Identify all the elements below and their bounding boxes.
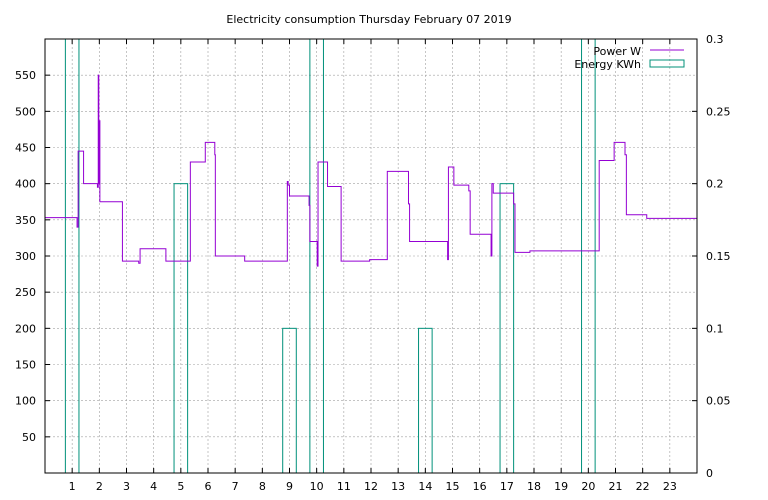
x-tick-label: 7 [232,480,239,493]
y-tick-label: 100 [15,395,36,408]
x-tick-label: 13 [391,480,405,493]
axis-ticks [45,38,697,474]
y2-tick-label: 0.15 [706,250,731,263]
x-tick-label: 5 [177,480,184,493]
y-tick-label: 400 [15,178,36,191]
y2-tick-label: 0.2 [706,178,724,191]
y-tick-label: 200 [15,322,36,335]
tick-labels: 1 2 3 4 5 6 7 8 9 10 11 12 13 14 15 16 17 18 19 20 21 22 23501… [15,33,731,493]
x-tick-label: 10 [310,480,324,493]
x-tick-label: 22 [636,480,650,493]
x-tick-label: 9 [286,480,293,493]
x-tick-label: 16 [473,480,487,493]
x-tick-label: 18 [527,480,541,493]
legend: Power W Energy KWh [574,45,685,71]
x-tick-label: 19 [554,480,568,493]
x-tick-label: 1 [69,480,76,493]
y-tick-label: 300 [15,250,36,263]
legend-label-power: Power W [593,45,641,58]
x-tick-label: 21 [609,480,623,493]
x-tick-label: 17 [500,480,514,493]
x-tick-label: 6 [205,480,212,493]
x-tick-label: 8 [259,480,266,493]
y-tick-label: 500 [15,105,36,118]
x-tick-label: 20 [581,480,595,493]
x-tick-label: 2 [96,480,103,493]
x-tick-label: 14 [418,480,432,493]
x-tick-label: 23 [663,480,677,493]
y-tick-label: 150 [15,359,36,372]
legend-label-energy: Energy KWh [574,58,641,71]
y-tick-label: 350 [15,214,36,227]
y-tick-label: 50 [22,431,36,444]
y2-tick-label: 0.05 [706,395,731,408]
grid [45,39,697,473]
y2-tick-label: 0.3 [706,33,724,46]
y2-tick-label: 0.1 [706,322,724,335]
power-w-series [45,74,697,267]
y-tick-label: 250 [15,286,36,299]
x-tick-label: 3 [123,480,130,493]
x-tick-label: 12 [364,480,378,493]
x-tick-label: 4 [150,480,157,493]
y-tick-label: 450 [15,142,36,155]
x-tick-label: 15 [446,480,460,493]
power-line [45,74,697,267]
legend-swatch-energy [649,59,685,68]
chart-title: Electricity consumption Thursday Februar… [226,13,511,26]
x-tick-label: 11 [337,480,351,493]
y-tick-label: 550 [15,69,36,82]
y2-tick-label: 0 [706,467,713,480]
y2-tick-label: 0.25 [706,105,731,118]
